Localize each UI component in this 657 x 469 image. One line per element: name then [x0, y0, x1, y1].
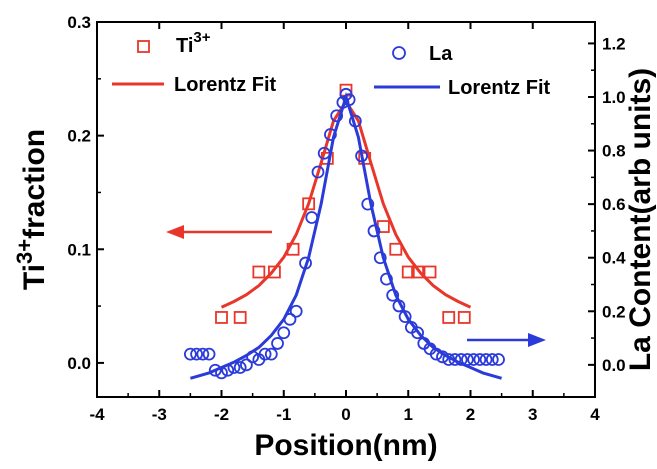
data-point-circle: [239, 358, 253, 372]
x-tick-label: -3: [152, 405, 167, 424]
y-left-tick-label: 0.2: [67, 127, 91, 146]
data-point-square: [457, 311, 471, 324]
data-point-circle: [411, 326, 424, 340]
data-point-circle: [492, 353, 505, 366]
y-right-tick-label: 0.6: [602, 195, 626, 214]
y-right-tick-label: 0.8: [602, 142, 626, 161]
data-point-square: [268, 265, 281, 279]
y-left-title-sup: 3+: [12, 239, 37, 264]
y-right-axis-title: La Content(arb units): [624, 68, 657, 371]
legend-ti-sup: 3+: [193, 29, 210, 46]
y-right-tick-label: 0.0: [602, 356, 626, 375]
data-point-circle: [271, 337, 284, 350]
data-point-square: [401, 265, 415, 279]
data-point-circle: [196, 347, 210, 361]
y-left-tick-label: 0.1: [67, 240, 91, 259]
data-point-square: [252, 265, 266, 279]
data-point-circle: [233, 361, 247, 374]
data-point-circle: [473, 353, 487, 366]
data-point-circle: [183, 347, 197, 361]
data-point-circle: [367, 224, 381, 238]
data-point-square: [215, 311, 228, 324]
y-left-title-rest: fraction: [18, 129, 51, 239]
data-point-square: [423, 265, 437, 279]
y-right-tick-label: 0.4: [602, 249, 626, 268]
data-point-circle: [373, 251, 387, 265]
x-tick-label: 2: [466, 405, 475, 424]
y-right-tick-label: 1.0: [602, 88, 626, 107]
data-point-circle: [361, 197, 375, 211]
x-tick-label: -4: [89, 405, 105, 424]
legend-marker-square: [137, 40, 150, 53]
legend-label-la: La: [429, 43, 453, 65]
series-line-1: [220, 98, 472, 309]
legend-label-fit-blue: Lorentz Fit: [448, 77, 551, 99]
y-right-tick-label: 0.2: [602, 302, 626, 321]
right-axis-arrow-head: [528, 333, 546, 347]
data-point-circle: [208, 363, 222, 377]
data-point-circle: [311, 165, 325, 179]
data-point-square: [302, 197, 316, 211]
y-right-tick-label: 1.2: [602, 34, 626, 53]
data-point-circle: [324, 128, 337, 141]
x-tick-label: -1: [276, 405, 291, 424]
data-point-circle: [258, 347, 272, 361]
left-axis-arrow-head: [166, 225, 184, 239]
data-point-circle: [190, 347, 204, 361]
legend-ti-base: Ti: [176, 35, 193, 57]
data-point-square: [389, 242, 403, 256]
x-tick-label: 1: [404, 405, 413, 424]
data-point-square: [442, 311, 456, 324]
data-point-square: [411, 265, 424, 279]
series-line-3: [189, 91, 503, 380]
y-left-axis-title: Ti3+fraction: [12, 129, 51, 290]
y-left-title-base: Ti: [18, 264, 51, 290]
legend-marker-circle: [392, 46, 406, 60]
data-point-circle: [264, 347, 278, 361]
data-point-circle: [289, 304, 303, 318]
data-point-circle: [479, 353, 493, 366]
legend-label-ti: Ti3+: [176, 29, 211, 57]
data-point-circle: [467, 353, 481, 366]
data-point-circle: [485, 353, 499, 366]
x-tick-label: 4: [590, 405, 600, 424]
x-axis-title: Position(nm): [254, 429, 437, 462]
data-point-circle: [202, 347, 216, 361]
data-point-circle: [448, 353, 462, 366]
x-tick-label: -2: [214, 405, 229, 424]
legend-label-fit-red: Lorentz Fit: [174, 74, 277, 96]
y-left-tick-label: 0.3: [67, 13, 91, 32]
y-left-tick-label: 0.0: [67, 354, 91, 373]
x-tick-label: 3: [528, 405, 537, 424]
data-point-circle: [330, 109, 344, 123]
x-tick-label: 0: [341, 405, 350, 424]
data-point-circle: [277, 326, 291, 340]
data-point-square: [233, 311, 247, 324]
